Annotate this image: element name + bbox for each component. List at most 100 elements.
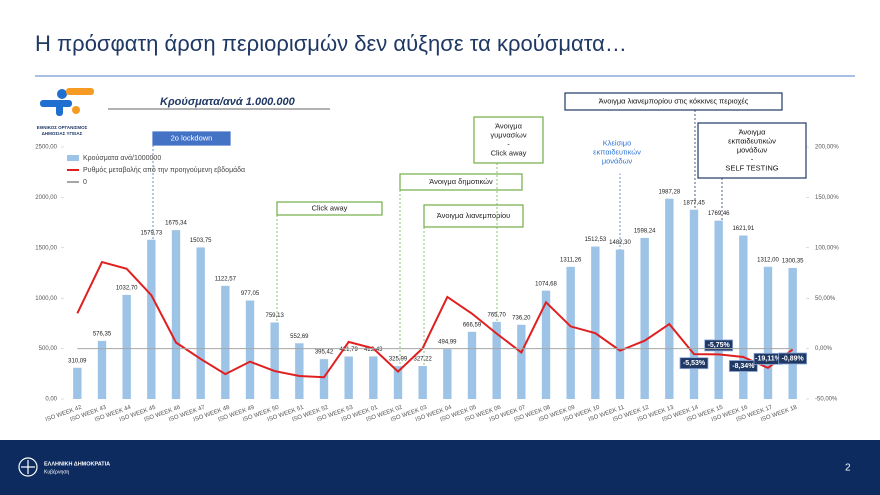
bar	[665, 198, 674, 399]
bar	[245, 300, 255, 399]
bar-value-label: 736,20	[512, 315, 531, 321]
bar	[147, 239, 156, 399]
y2-tick-label: 0,00%	[815, 346, 833, 352]
bar	[196, 247, 205, 399]
legend-label: 0	[83, 179, 87, 186]
annotation-box	[423, 204, 524, 228]
annotation-text: εκπαιδευτικών	[728, 136, 776, 145]
bar-value-label: 1312,00	[757, 257, 779, 263]
bar-value-label: 552,69	[290, 334, 309, 340]
bar-value-label: 1598,24	[634, 228, 656, 234]
y2-tick-label: -50,00%	[815, 397, 838, 403]
y2-tick-label: 200,00%	[815, 145, 839, 151]
annotation-text: μονάδων	[602, 156, 633, 165]
bar-value-label: 325,99	[389, 357, 408, 363]
bar	[714, 220, 723, 399]
footer	[0, 440, 880, 495]
annotation-text: Κλείσιμο	[603, 138, 632, 147]
bar	[270, 322, 279, 399]
bar-value-label: 1311,26	[560, 257, 582, 263]
bar-value-label: 765,70	[487, 312, 506, 318]
data-label: -0,89%	[782, 355, 805, 362]
bar	[344, 356, 353, 399]
bar	[517, 324, 526, 399]
bar-value-label: 1877,45	[683, 200, 705, 206]
logo: ΕΘΝΙΚΟΣ ΟΡΓΑΝΙΣΜΟΣ ΔΗΜΟΣΙΑΣ ΥΓΕΙΑΣ	[37, 88, 94, 136]
bar	[295, 343, 304, 399]
y-tick-label: 2500,00	[35, 145, 57, 151]
bar	[122, 294, 131, 399]
bar-value-label: 1675,34	[165, 221, 187, 227]
bar-value-label: 1769,46	[708, 211, 730, 217]
bar	[541, 290, 551, 399]
annotation-text: γυμνασίων	[490, 130, 526, 139]
legend-label: Ρυθμός μεταβολής από την προηγούμενη εβδ…	[83, 166, 245, 174]
annotation-text: 2ο lockdown	[171, 133, 213, 142]
footer-text: Κυβέρνηση	[44, 468, 69, 475]
bar-value-label: 1074,68	[535, 281, 557, 287]
annotation-box	[152, 131, 231, 146]
y-tick-label: 500,00	[39, 346, 58, 352]
annotation-text: SELF TESTING	[725, 163, 778, 172]
data-label: -19,11%	[755, 356, 781, 363]
bar-value-label: 494,99	[438, 340, 457, 346]
emblem	[18, 457, 38, 477]
data-label-box	[679, 357, 709, 370]
annotation-text: Άνοιγμα	[739, 127, 767, 136]
bar	[467, 331, 477, 399]
bar	[418, 366, 427, 399]
bar	[221, 285, 230, 399]
bar	[319, 359, 329, 399]
bar-value-label: 1579,73	[140, 230, 162, 236]
y2-tick-label: 150,00%	[815, 195, 839, 201]
y-tick-label: 1500,00	[35, 245, 57, 251]
bar	[369, 356, 378, 399]
bar-value-label: 310,09	[68, 358, 87, 364]
bar-value-label: 759,13	[265, 313, 284, 319]
slide-title: Η πρόσφατη άρση περιορισμών δεν αύξησε τ…	[35, 31, 627, 56]
data-label: -5,75%	[708, 342, 731, 349]
annotation-text: εκπαιδευτικών	[593, 147, 641, 156]
annotation-text: -	[751, 154, 754, 163]
annotation-text: Άνοιγμα	[495, 121, 523, 130]
bar	[393, 366, 403, 399]
bar	[97, 340, 107, 399]
bar	[591, 246, 600, 399]
bar-value-label: 395,42	[315, 350, 334, 356]
footer-text: ΕΛΛΗΝΙΚΗ ΔΗΜΟΚΡΑΤΙΑ	[44, 461, 110, 467]
annotation-box	[564, 92, 783, 111]
annotation-box	[399, 173, 523, 191]
logo-text: ΕΘΝΙΚΟΣ ΟΡΓΑΝΙΣΜΟΣ	[37, 125, 88, 130]
y-tick-label: 2000,00	[35, 195, 57, 201]
bar	[739, 235, 748, 399]
bar-value-label: 576,35	[93, 331, 112, 337]
bar-value-label: 1032,70	[116, 285, 138, 291]
bar	[73, 367, 82, 399]
y2-tick-label: 100,00%	[815, 245, 839, 251]
y-tick-label: 1000,00	[35, 296, 57, 302]
bar-value-label: 1987,28	[658, 189, 680, 195]
annotation-text: -	[507, 139, 510, 148]
legend-label: Κρούσματα ανά/1000000	[83, 154, 161, 162]
data-label: -8,34%	[732, 363, 755, 370]
bar-value-label: 1621,91	[732, 226, 754, 232]
data-label-box	[728, 360, 758, 372]
annotation-box	[583, 131, 651, 174]
annotation-box	[697, 122, 807, 179]
annotation-text: Click away	[491, 148, 527, 157]
annotation-text: Άνοιγμα δημοτικών	[429, 177, 493, 186]
data-label-box	[704, 339, 734, 352]
bar	[788, 267, 797, 399]
logo-text: ΔΗΜΟΣΙΑΣ ΥΓΕΙΑΣ	[42, 131, 83, 136]
bar	[763, 266, 773, 399]
plot: 0,00500,001000,001500,002000,002500,00-5…	[35, 92, 839, 423]
data-label-box	[778, 352, 808, 365]
bar-value-label: 977,05	[241, 291, 260, 297]
bar-value-label: 1512,53	[584, 237, 606, 243]
annotation-text: Άνοιγμα λιανεμπορίου	[437, 211, 511, 220]
bar	[492, 321, 501, 399]
line-series	[76, 260, 794, 379]
y2-tick-label: 50,00%	[815, 296, 836, 302]
chart-title: Κρούσματα/ανά 1.000.000	[160, 96, 296, 108]
